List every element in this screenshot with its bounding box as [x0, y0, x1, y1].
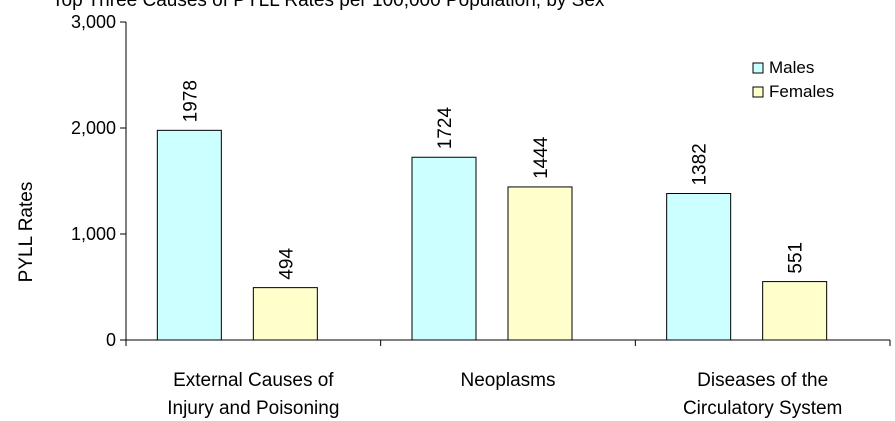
bar-males-1 — [411, 156, 477, 341]
data-label: 1724 — [435, 107, 456, 150]
chart-title-group: Top Three Causes of PYLL Rates per 100,0… — [52, 0, 605, 11]
legend-label: Females — [769, 82, 834, 101]
bars — [156, 129, 828, 341]
x-category-label: Diseases of the Circulatory System — [683, 370, 842, 419]
y-axis-title: PYLL Rates — [16, 182, 37, 283]
y-tick-label: 3,000 — [71, 12, 116, 32]
legend-label: Males — [769, 58, 814, 77]
y-tick-label: 2,000 — [71, 118, 116, 138]
axes: 0 1,000 2,000 3,000 External Causes of Injury… — [71, 12, 891, 419]
data-label: 1382 — [690, 143, 711, 185]
bar-males-2 — [666, 193, 732, 341]
y-tick-label: 1,000 — [71, 224, 116, 244]
x-category-label: Neoplasms — [460, 370, 555, 391]
data-label: 494 — [276, 248, 297, 280]
data-label: 551 — [786, 242, 807, 274]
data-label: 1978 — [180, 80, 201, 122]
bar-females-2 — [762, 281, 828, 341]
bar-females-0 — [252, 287, 318, 341]
bar-females-1 — [507, 186, 573, 341]
x-category-label: External Causes of Injury and Poisoning — [167, 370, 339, 419]
legend-swatch — [752, 86, 764, 98]
legend: Males Females — [752, 58, 834, 101]
legend-swatch — [752, 62, 764, 74]
bar-males-0 — [156, 129, 222, 341]
chart-title: Top Three Causes of PYLL Rates per 100,0… — [52, 0, 605, 11]
data-label: 1444 — [531, 136, 552, 179]
y-tick-label: 0 — [106, 330, 116, 350]
data-labels: 1978 1724 1382 494 1444 551 — [180, 80, 806, 280]
